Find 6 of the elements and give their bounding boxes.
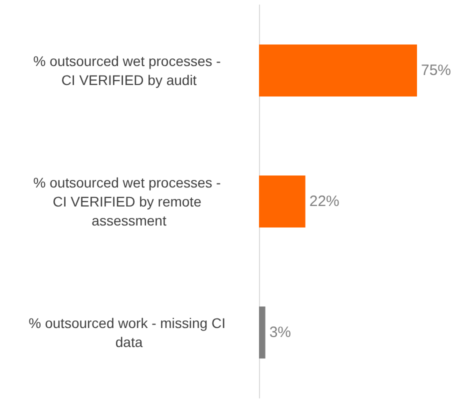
- data-label: 3%: [269, 324, 292, 341]
- data-label: 22%: [309, 193, 340, 210]
- data-label: 75%: [421, 62, 452, 79]
- y-tick-label: % outsourced wet processes - CI VERIFIED by audit: [33, 53, 225, 88]
- y-tick-label: % outsourced work - missing CI data: [28, 315, 230, 350]
- y-tick-label: % outsourced wet processes - CI VERIFIED by remote assessment: [33, 174, 225, 228]
